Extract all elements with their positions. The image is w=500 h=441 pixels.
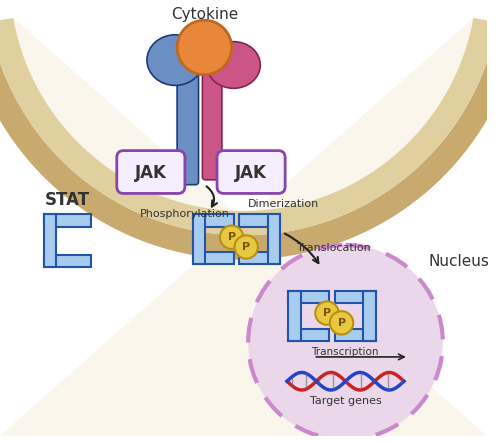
FancyBboxPatch shape [217, 151, 285, 194]
Polygon shape [0, 18, 498, 235]
Polygon shape [0, 22, 500, 260]
Circle shape [248, 245, 443, 440]
FancyBboxPatch shape [202, 67, 222, 180]
Text: STAT: STAT [45, 191, 90, 209]
Circle shape [316, 302, 338, 325]
Text: Dimerization: Dimerization [248, 199, 320, 209]
Text: P: P [242, 242, 250, 252]
Bar [288, 329, 329, 341]
Text: Phosphorylation: Phosphorylation [140, 209, 230, 219]
Circle shape [234, 235, 258, 258]
Text: Transcription: Transcription [312, 347, 379, 357]
Bar [44, 214, 90, 227]
Bar [44, 255, 90, 267]
Bar [288, 291, 300, 341]
Polygon shape [0, 18, 486, 436]
Circle shape [330, 311, 353, 335]
Text: Translocation: Translocation [297, 243, 370, 253]
Text: P: P [338, 318, 345, 328]
Text: P: P [323, 308, 331, 318]
Bar [192, 214, 234, 227]
Text: Nucleus: Nucleus [428, 254, 489, 269]
Text: Target genes: Target genes [310, 396, 382, 406]
Bar [192, 252, 234, 265]
Circle shape [220, 225, 244, 249]
Text: Cytokine: Cytokine [170, 7, 238, 22]
Bar [240, 214, 281, 227]
Bar [240, 252, 281, 265]
Bar [192, 214, 205, 265]
FancyBboxPatch shape [177, 62, 199, 185]
Bar [268, 214, 280, 265]
Bar [363, 291, 376, 341]
Ellipse shape [207, 41, 260, 88]
Text: P: P [228, 232, 235, 242]
Text: JAK: JAK [235, 164, 267, 182]
Bar [335, 291, 376, 303]
Circle shape [177, 20, 232, 75]
Bar [288, 291, 329, 303]
Ellipse shape [147, 35, 204, 86]
Bar [44, 214, 56, 267]
Bar [335, 329, 376, 341]
Text: JAK: JAK [135, 164, 167, 182]
FancyBboxPatch shape [117, 151, 185, 194]
